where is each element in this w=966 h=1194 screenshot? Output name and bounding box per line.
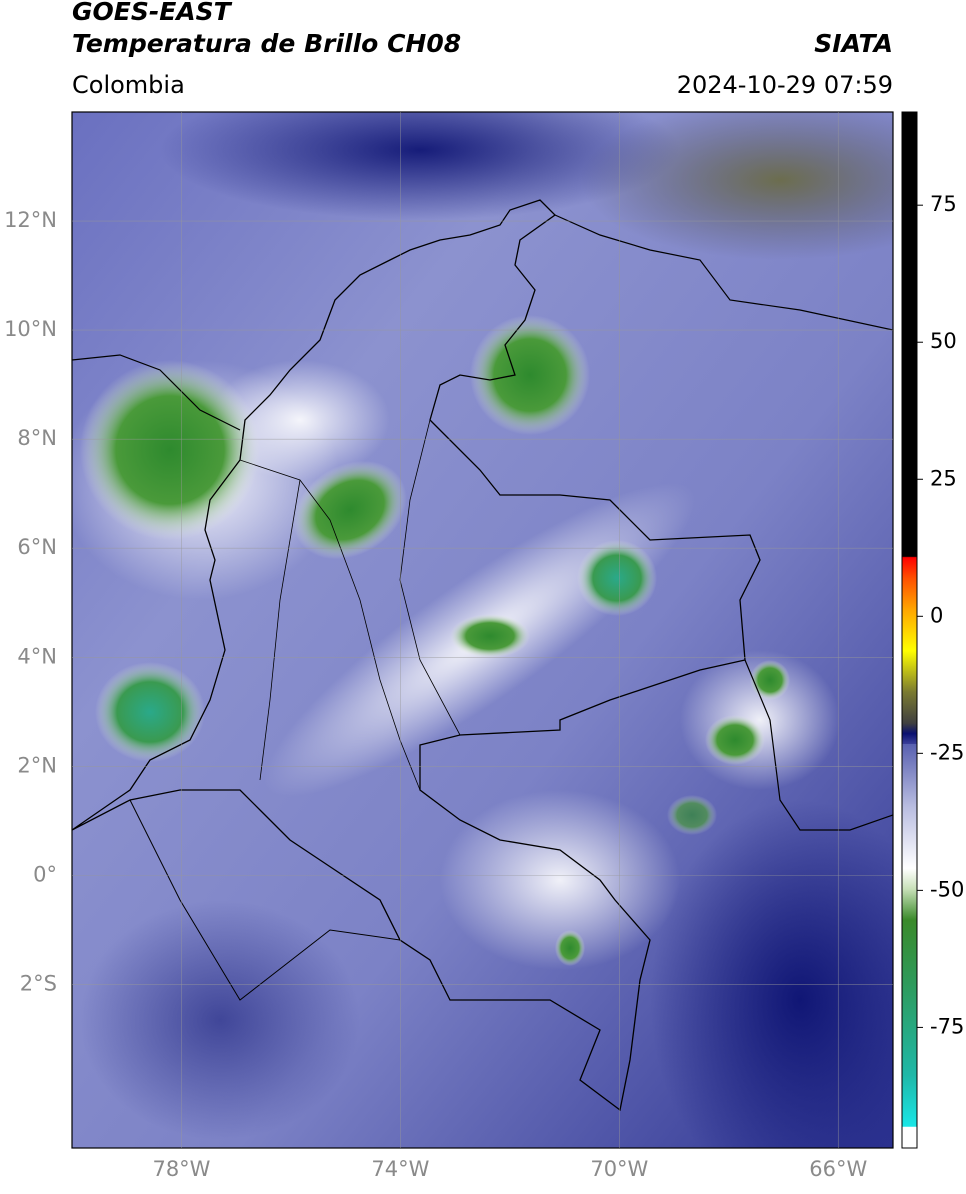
colorbar-tick-label: 75	[930, 192, 957, 216]
lat-tick-label: 10°N	[4, 317, 57, 341]
map-frame	[71, 111, 894, 1149]
colorbar-tick-label: -25	[930, 740, 964, 764]
colorbar-tick-label: -75	[930, 1014, 964, 1038]
lon-tick-label: 66°W	[809, 1157, 867, 1181]
title-line1: GOES-EAST	[72, 0, 233, 26]
colorbar-tick-label: -50	[930, 877, 964, 901]
colorbar-tick-label: 0	[930, 603, 943, 627]
region: Colombia	[72, 71, 185, 99]
colorbar	[901, 111, 918, 1149]
lon-tick-label: 78°W	[152, 1157, 210, 1181]
lat-tick-label: 6°N	[17, 535, 57, 559]
lat-tick-label: 2°N	[17, 753, 57, 777]
lat-tick-label: 2°S	[20, 971, 57, 995]
satellite-image	[72, 112, 893, 1148]
lat-tick-label: 0°	[33, 862, 57, 886]
datetime: 2024-10-29 07:59	[677, 71, 893, 99]
source: SIATA	[814, 29, 893, 58]
colorbar-tick-label: 50	[930, 329, 957, 353]
lon-tick-label: 70°W	[590, 1157, 648, 1181]
lon-tick-label: 74°W	[371, 1157, 429, 1181]
title-line2: Temperatura de Brillo CH08	[72, 29, 461, 58]
lat-tick-label: 4°N	[17, 644, 57, 668]
lat-tick-label: 12°N	[4, 208, 57, 232]
lat-tick-label: 8°N	[17, 426, 57, 450]
colorbar-tick-label: 25	[930, 466, 957, 490]
